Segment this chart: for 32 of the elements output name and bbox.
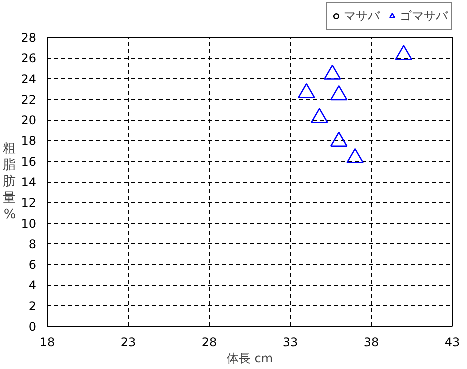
point	[330, 85, 348, 101]
point	[324, 64, 342, 80]
x-tick-label: 18	[40, 336, 56, 350]
legend-label: マサバ	[344, 8, 380, 24]
point	[298, 83, 316, 99]
point	[346, 148, 364, 164]
legend-label: ゴマサバ	[400, 8, 448, 24]
y-tick-label: 6	[28, 258, 37, 272]
y-tick-label: 18	[21, 134, 37, 148]
x-tick-label: 23	[120, 336, 136, 350]
y-tick-label: 26	[21, 52, 37, 66]
x-axis-title: 体長 cm	[226, 352, 274, 366]
x-tick-label: 38	[364, 336, 380, 350]
y-tick-label: 14	[21, 176, 37, 190]
y-axis-title: 粗脂肪量%	[3, 142, 16, 222]
y-tick-label: 0	[28, 320, 37, 334]
y-tick-label: 24	[21, 72, 37, 86]
y-tick-label: 10	[21, 216, 37, 231]
y-tick-label: 8	[28, 237, 37, 252]
y-tick-label: 2	[28, 299, 37, 314]
y-tick-label: 16	[21, 154, 37, 169]
y-tick-label: 12	[21, 196, 37, 210]
y-tick-label: 20	[21, 114, 37, 128]
x-tick-label: 33	[282, 336, 298, 350]
point	[395, 45, 413, 60]
point	[330, 132, 348, 148]
y-tick-label: 28	[21, 31, 37, 45]
y-tick-label: 4	[28, 278, 37, 293]
x-tick-label: 43	[444, 336, 460, 350]
point	[311, 108, 328, 124]
y-tick-label: 22	[21, 92, 37, 107]
x-tick-label: 28	[202, 336, 218, 350]
